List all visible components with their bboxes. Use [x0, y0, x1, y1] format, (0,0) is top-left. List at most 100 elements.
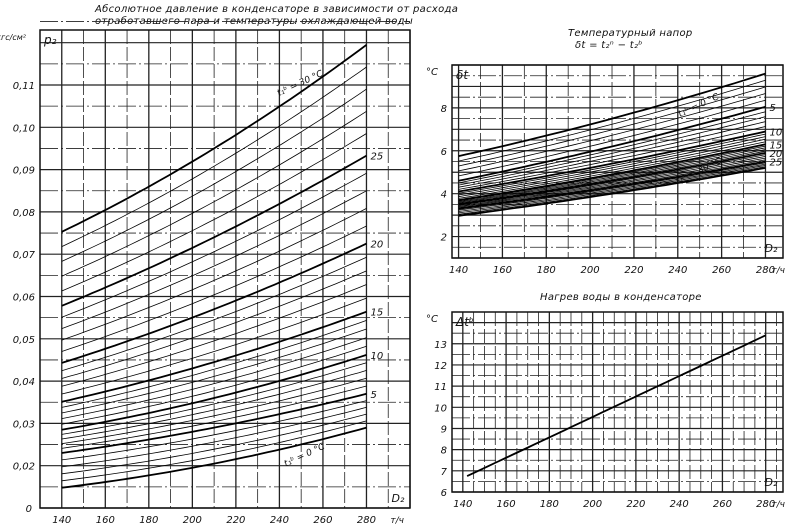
- minor-curve-t27: [61, 110, 367, 277]
- series-curve-5: [458, 105, 766, 182]
- minor-curve-t24: [61, 172, 367, 318]
- y-unit-label: °C: [426, 67, 438, 78]
- minor-curve-t7: [458, 116, 766, 186]
- series-label-25: 25: [769, 158, 782, 169]
- x-tick-label: 200: [581, 265, 600, 276]
- series-label-30: t₁ᵇ = 30 °C: [276, 69, 326, 99]
- minor-curve-t24: [458, 159, 766, 209]
- minor-curve-t21: [61, 225, 367, 352]
- y-axis-label: p₂: [43, 33, 57, 47]
- plot-frame: [451, 64, 784, 259]
- series-curve-20: [458, 152, 766, 206]
- minor-curve-t8: [61, 370, 367, 440]
- x-tick-label: 260: [313, 515, 332, 526]
- series-curve-30: [458, 167, 766, 217]
- y-unit-label: кгс/см²: [0, 33, 27, 42]
- x-tick-label: 140: [453, 499, 472, 510]
- series-curve-10: [458, 130, 766, 193]
- series-label-20: 20: [370, 240, 383, 251]
- x-tick-label: 240: [668, 265, 687, 276]
- x-tick-label: 160: [493, 265, 512, 276]
- y-tick-label: 12: [434, 361, 447, 372]
- minor-curve-t28: [458, 165, 766, 214]
- minor-curve-t11: [61, 345, 367, 425]
- water-heating-title: Нагрев воды в конденсаторе: [540, 292, 702, 303]
- series-label-25: 25: [370, 152, 383, 163]
- series-curve-0: [458, 72, 766, 157]
- minor-curve-t13: [61, 328, 367, 414]
- y-tick-label: 0,06: [13, 292, 35, 303]
- y-tick-label: 0,11: [13, 81, 35, 92]
- y-tick-label: 0,03: [13, 419, 35, 430]
- minor-curve-t19: [458, 150, 766, 204]
- minor-curve-t28: [61, 88, 367, 262]
- y-tick-label: 9: [441, 424, 447, 435]
- minor-curve-t3: [61, 406, 367, 468]
- series-curve-0: [61, 426, 367, 489]
- minor-curve-t27: [458, 163, 766, 212]
- plot-frame: [451, 311, 784, 493]
- minor-curve-t13: [458, 138, 766, 198]
- x-tick-label: 140: [449, 265, 468, 276]
- y-tick-label: 0,02: [13, 462, 35, 473]
- minor-curve-t29: [458, 166, 766, 215]
- y-tick-label: 8: [441, 446, 447, 457]
- x-tick-label: 200: [183, 515, 202, 526]
- temp-head-title-line1: Температурный напор: [568, 28, 693, 39]
- x-unit-label: т/ч: [771, 266, 785, 276]
- series-curve-30: [61, 44, 368, 233]
- y-tick-label: 2: [441, 233, 447, 244]
- minor-curve-t14: [61, 320, 367, 408]
- series-curve-5: [61, 392, 367, 454]
- y-tick-label: 0,05: [13, 335, 35, 346]
- panel-0: [39, 21, 411, 509]
- series-curve-Δt: [466, 334, 767, 477]
- minor-curve-t9: [458, 126, 766, 190]
- minor-curve-t12: [458, 136, 766, 196]
- x-tick-label: 180: [139, 515, 158, 526]
- x-unit-label: т/ч: [390, 516, 404, 526]
- y-tick-label: 7: [441, 467, 448, 478]
- minor-curve-t16: [458, 145, 766, 202]
- minor-curve-t4: [61, 400, 367, 461]
- y-tick-label: 0,07: [13, 250, 36, 261]
- series-curve-20: [61, 242, 367, 364]
- series-label-15: 15: [769, 140, 782, 151]
- minor-curve-t11: [458, 133, 766, 194]
- minor-curve-t17: [61, 284, 367, 387]
- minor-curve-t2: [458, 86, 766, 167]
- series-curve-25: [458, 160, 766, 210]
- minor-curve-t23: [61, 190, 367, 329]
- x-tick-label: 200: [583, 499, 602, 510]
- y-axis-label: Δtᵇ: [455, 315, 474, 329]
- minor-curve-t7: [61, 377, 367, 445]
- minor-curve-t3: [458, 93, 766, 172]
- x-tick-label: 220: [624, 265, 643, 276]
- x-tick-label: 140: [52, 515, 71, 526]
- x-tick-label: 280: [756, 265, 775, 276]
- plot-frame: [39, 29, 411, 509]
- y-tick-label: 0,10: [13, 123, 35, 134]
- series-curve-15: [61, 310, 367, 403]
- y-tick-label: 4: [441, 190, 447, 201]
- minor-curve-t4: [458, 99, 766, 177]
- x-tick-label: 280: [756, 499, 775, 510]
- minor-curve-t17: [458, 147, 766, 203]
- minor-curve-t14: [458, 141, 766, 199]
- x-tick-label: 260: [712, 265, 731, 276]
- series-curve-10: [61, 354, 367, 431]
- minor-curve-t22: [458, 156, 766, 207]
- series-label-15: 15: [370, 308, 383, 319]
- x-tick-label: 180: [537, 265, 556, 276]
- x-tick-label: 240: [670, 499, 689, 510]
- y-tick-label: 13: [434, 340, 447, 351]
- x-axis-label: D₂: [765, 242, 778, 255]
- minor-curve-t6: [458, 111, 766, 184]
- minor-curve-t29: [61, 66, 367, 247]
- x-tick-label: 260: [713, 499, 732, 510]
- y-tick-label: 8: [441, 104, 447, 115]
- x-tick-label: 240: [270, 515, 289, 526]
- minor-curve-t6: [61, 385, 367, 449]
- minor-curve-t1: [61, 420, 367, 482]
